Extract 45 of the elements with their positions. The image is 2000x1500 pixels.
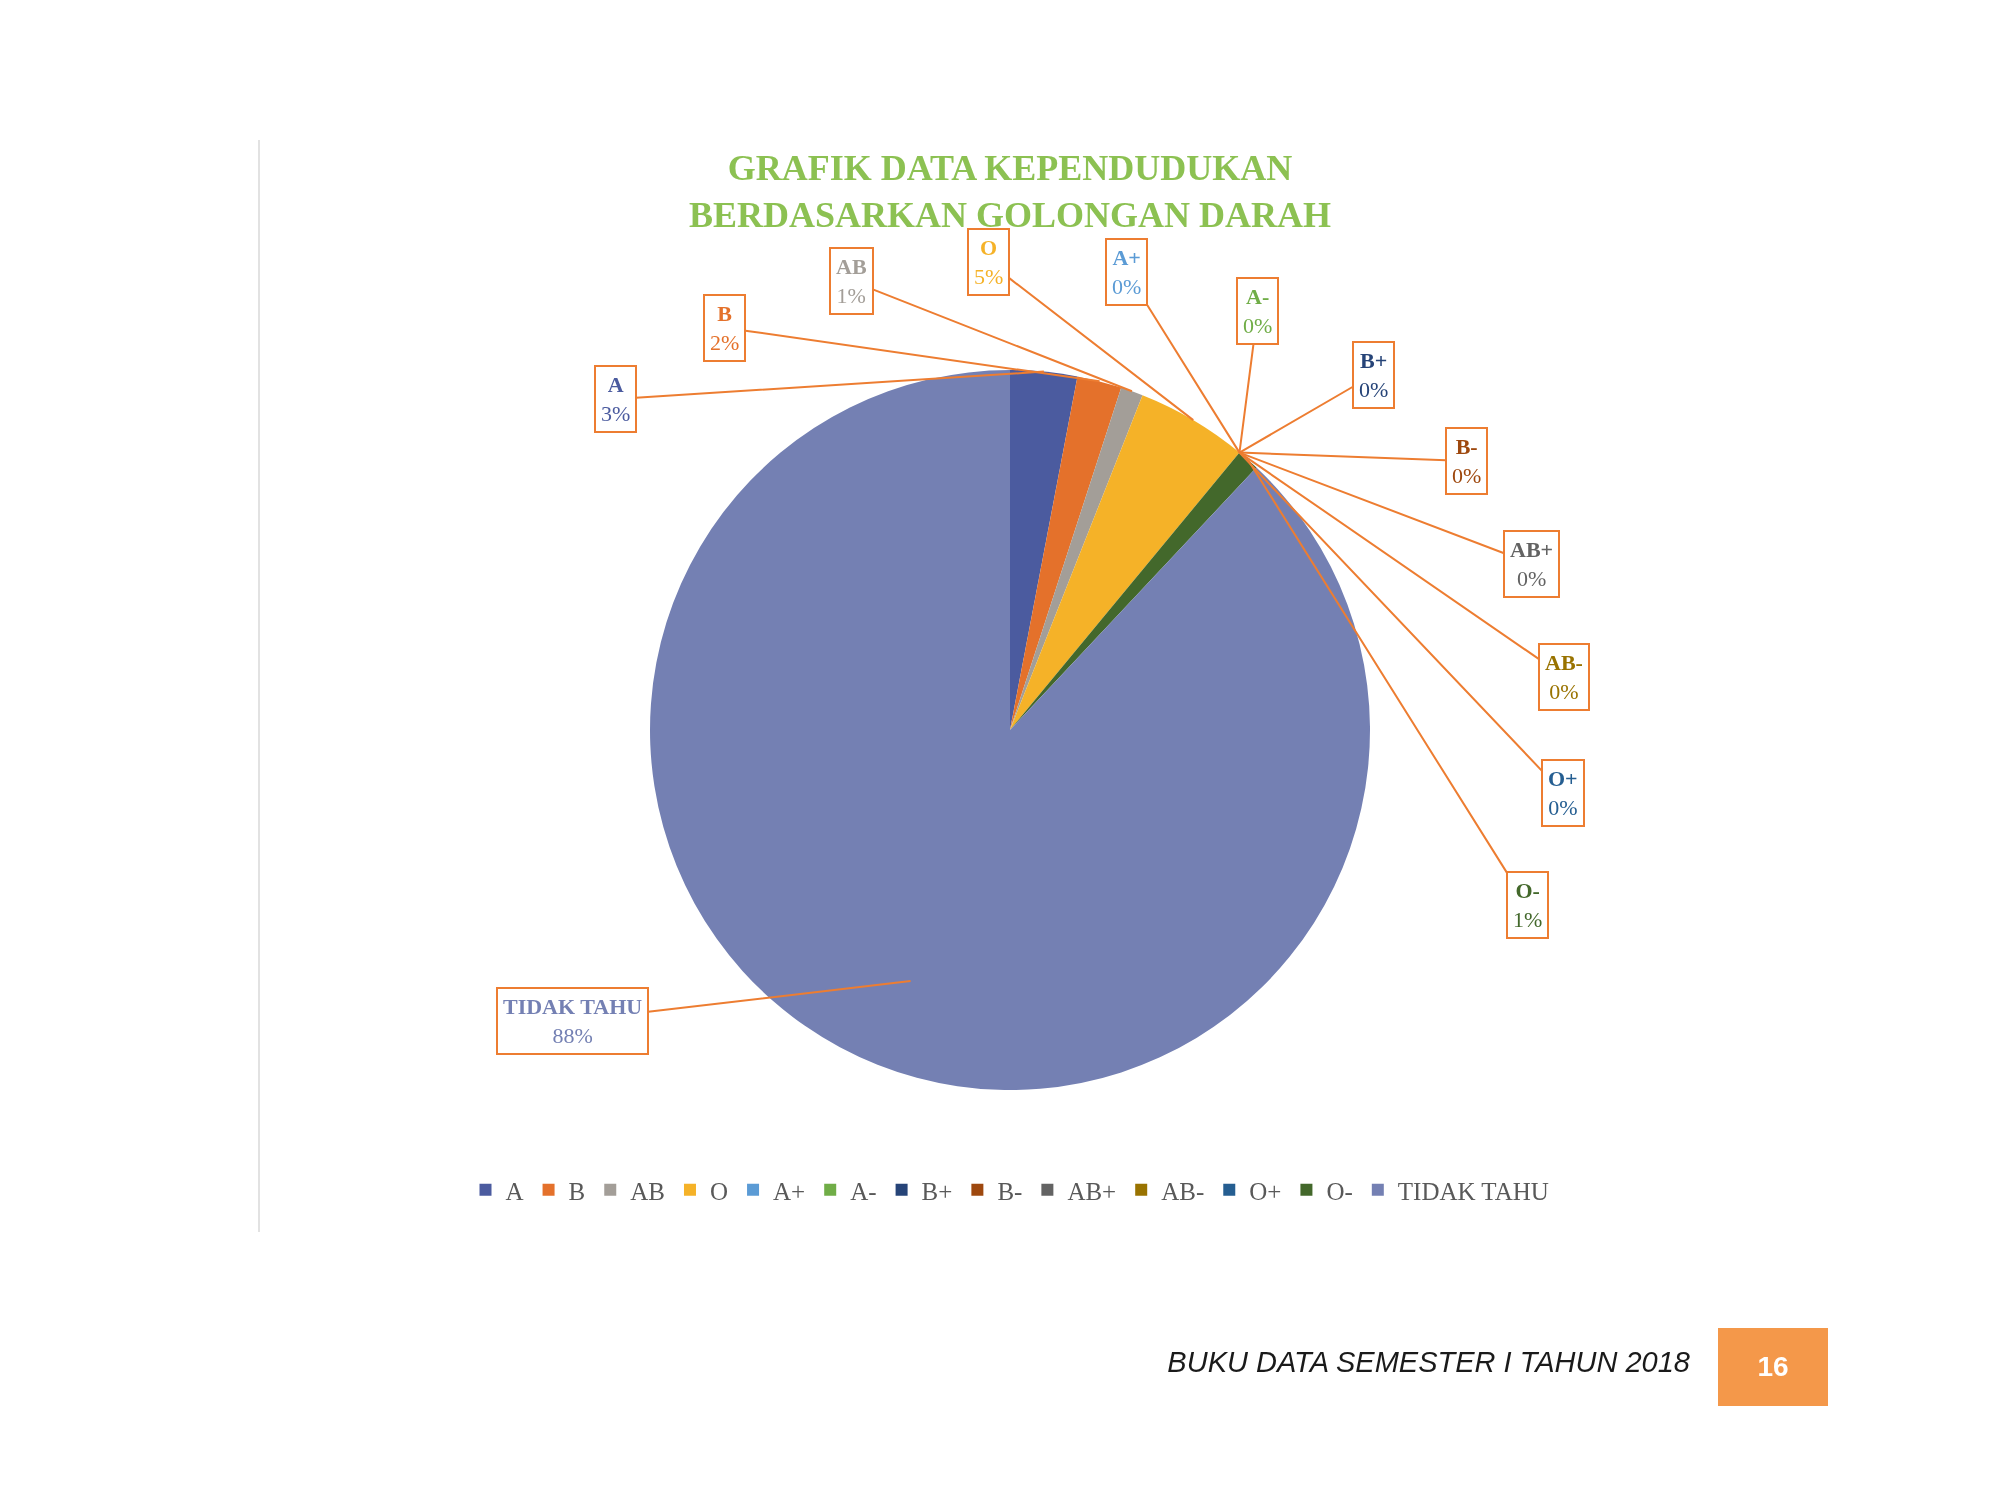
legend-label: B- <box>997 1177 1023 1205</box>
legend-label: AB <box>630 1177 665 1205</box>
slice-label: B <box>717 301 733 326</box>
category-label: AB+ <box>1510 537 1554 562</box>
data-label: 88% <box>552 1022 593 1048</box>
category-label: AB- <box>1545 650 1583 675</box>
legend-label: TIDAK TAHU <box>1397 1177 1549 1205</box>
slice-label: O <box>980 235 998 260</box>
category-label: A+ <box>1112 245 1141 270</box>
pie-slice <box>1010 387 1143 730</box>
slice-label: AB <box>836 254 867 279</box>
legend-label: A- <box>850 1177 877 1205</box>
legend-label: O+ <box>1249 1177 1282 1205</box>
text: 0% <box>1112 273 1142 299</box>
category-label: B+ <box>1360 348 1388 373</box>
text: 0% <box>1548 794 1578 820</box>
category-label: O+ <box>1548 766 1578 791</box>
legend-label: AB+ <box>1067 1177 1117 1205</box>
legend-label: B <box>568 1177 586 1205</box>
data-label: 5% <box>974 263 1004 289</box>
text: BUKU DATA SEMESTER I TAHUN 2018 <box>1167 1346 1690 1379</box>
pie-slice <box>1010 370 1078 730</box>
data-label: 3% <box>601 400 631 426</box>
data-label: 1% <box>1513 906 1543 932</box>
text: 0% <box>1452 462 1482 488</box>
text: 0% <box>1359 376 1389 402</box>
legend-label: A <box>505 1177 524 1205</box>
data-label: 1% <box>836 282 866 308</box>
legend-label: AB- <box>1161 1177 1205 1205</box>
legend-label: O <box>709 1177 729 1205</box>
category-label: A- <box>1246 284 1270 309</box>
text: 16 <box>1757 1351 1789 1383</box>
slice-label: A <box>607 372 624 397</box>
pie-slice <box>1010 395 1240 730</box>
text: 0% <box>1516 565 1547 591</box>
text: 0% <box>1243 312 1273 338</box>
slice-label: TIDAK TAHU <box>503 994 643 1019</box>
legend-label: B+ <box>921 1177 953 1205</box>
text: 0% <box>1549 678 1579 704</box>
slice-label: O- <box>1515 878 1540 903</box>
chart-title: GRAFIK DATA KEPENDUDUKAN BERDASARKAN GOLONGAN DARAH <box>688 148 1332 235</box>
legend-label: O- <box>1326 1177 1353 1205</box>
legend-label: A+ <box>773 1177 806 1205</box>
category-label: B- <box>1455 434 1478 459</box>
data-label: 2% <box>710 329 740 355</box>
